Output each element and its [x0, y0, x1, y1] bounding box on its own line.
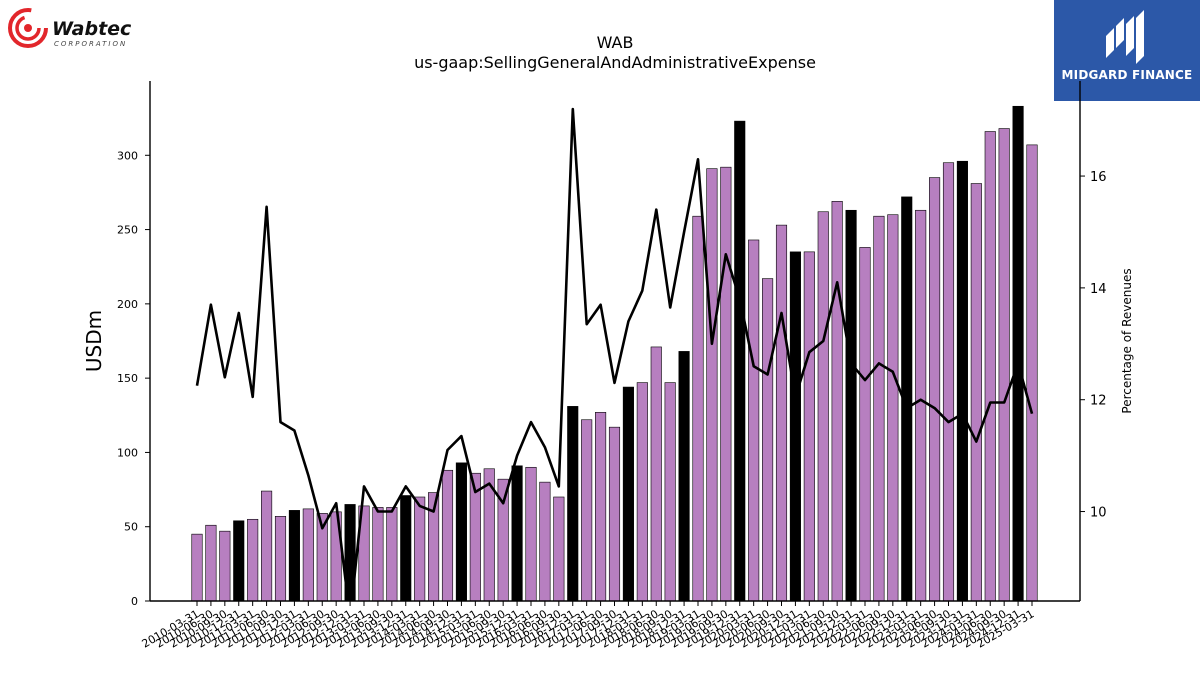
bar	[942, 162, 955, 602]
bar	[581, 419, 593, 602]
bar	[929, 177, 941, 602]
bar	[970, 183, 982, 602]
bar	[1012, 105, 1024, 602]
bar	[414, 496, 426, 602]
y-tick-label: 150	[117, 372, 138, 385]
bar	[775, 224, 788, 602]
bar	[1026, 144, 1038, 602]
bar	[567, 406, 579, 602]
bar	[553, 496, 565, 602]
bar	[664, 382, 676, 602]
y2-tick-label: 14	[1090, 282, 1107, 297]
y-tick-label: 50	[124, 521, 138, 534]
bar	[247, 518, 259, 602]
y-tick-label: 0	[131, 595, 138, 608]
bar	[191, 533, 203, 602]
bar	[734, 120, 746, 602]
bar	[845, 209, 857, 602]
bar	[762, 278, 774, 602]
bar	[288, 510, 300, 602]
bar	[622, 386, 634, 602]
bar	[720, 166, 732, 602]
bar	[789, 251, 801, 602]
y2-tick-label: 12	[1090, 394, 1107, 409]
bar	[261, 490, 273, 602]
bar	[636, 382, 648, 602]
bar	[984, 131, 996, 602]
bar	[372, 507, 384, 602]
bar	[525, 466, 537, 602]
bar	[859, 247, 871, 602]
wabtec-name: Wabtec	[52, 18, 132, 40]
bar	[219, 530, 231, 602]
revenue-share-line	[195, 107, 1034, 601]
y2-tick-label: 16	[1090, 170, 1107, 185]
bar	[998, 128, 1010, 602]
bar	[748, 239, 760, 602]
bar	[650, 346, 662, 602]
bar	[706, 168, 718, 602]
bar	[831, 201, 843, 602]
y-tick-label: 250	[117, 224, 138, 237]
bar	[956, 160, 968, 602]
wabtec-mark-icon: Wabtec CORPORATION	[8, 8, 132, 48]
midgard-mark-icon	[1106, 10, 1144, 64]
bar	[817, 211, 829, 602]
bar	[803, 251, 815, 602]
bar	[678, 351, 690, 602]
bar	[233, 520, 245, 602]
y-tick-label: 300	[117, 149, 138, 162]
wabtec-logo: Wabtec CORPORATION	[8, 6, 148, 54]
bar	[915, 209, 927, 602]
wabtec-sub: CORPORATION	[54, 40, 127, 48]
y-tick-label: 200	[117, 298, 138, 311]
y2-axis-label: Percentage of Revenues	[1120, 268, 1134, 413]
bar	[887, 214, 899, 602]
bar	[441, 469, 454, 602]
bar	[608, 426, 621, 602]
y-tick-label: 100	[117, 446, 138, 459]
chart-subtitle: us-gaap:SellingGeneralAndAdministrativeE…	[414, 53, 816, 72]
bar	[274, 516, 287, 602]
bar	[873, 215, 885, 602]
bar	[400, 495, 412, 602]
bar	[595, 412, 607, 602]
bar	[386, 507, 398, 602]
bar	[455, 462, 467, 602]
bar	[302, 508, 314, 602]
bar	[205, 524, 217, 602]
chart-title: WAB	[597, 33, 634, 52]
midgard-name: MIDGARD FINANCE	[1061, 68, 1193, 82]
midgard-finance-logo: MIDGARD FINANCE	[1054, 0, 1200, 101]
bar	[511, 465, 523, 602]
y2-tick-label: 10	[1090, 506, 1107, 521]
y-axis-label: USDm	[82, 310, 106, 372]
bar	[539, 481, 551, 602]
bar	[692, 215, 704, 602]
